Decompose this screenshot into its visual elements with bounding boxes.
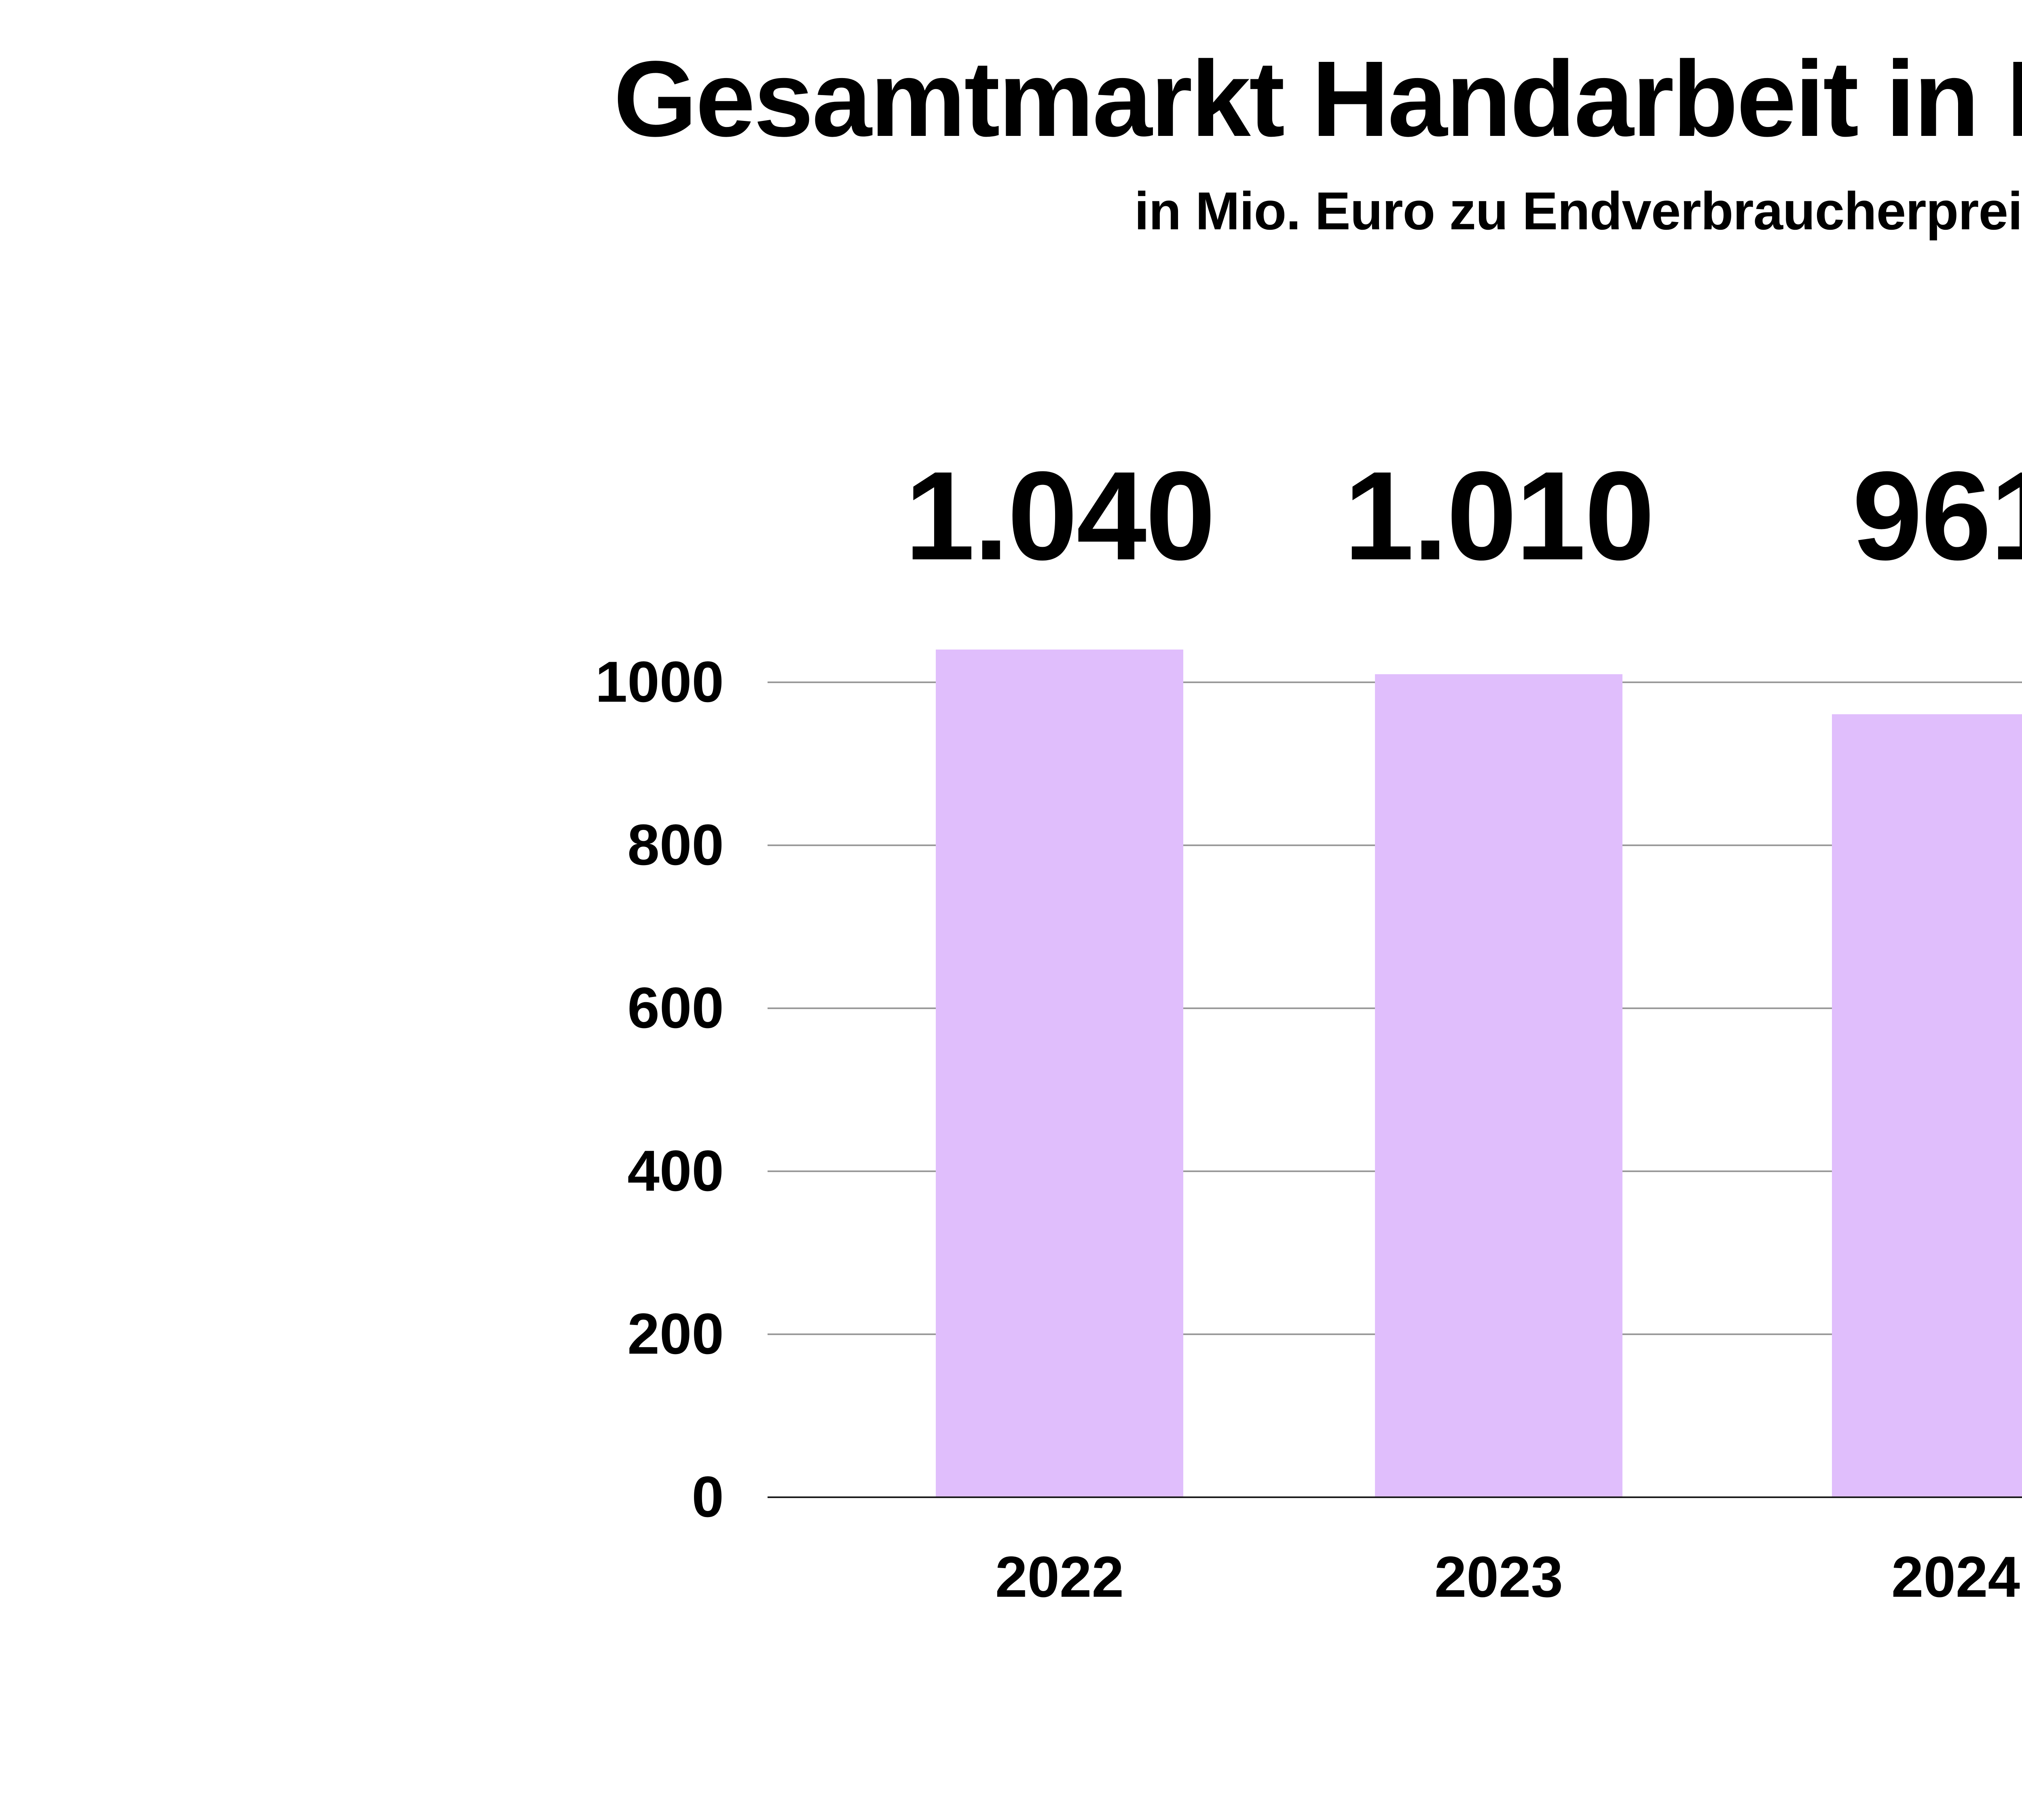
value-label-2024: 961 [1852,446,2022,586]
y-tick-label-600: 600 [627,976,724,1040]
bar-2023 [1375,674,1622,1497]
chart-title: Gesamtmarkt Handarbeit in Deutschland [613,39,2022,159]
y-tick-label-1000: 1000 [595,650,724,714]
bar-2024 [1832,714,2022,1497]
chart-subtitle: in Mio. Euro zu Endverbraucherpreisen [1134,181,2022,241]
bar-2022 [936,650,1183,1497]
x-axis-baseline [768,1496,2022,1498]
y-tick-label-800: 800 [627,813,724,877]
value-label-2023: 1.010 [1344,446,1655,586]
x-tick-label-2023: 2023 [1434,1545,1563,1609]
y-tick-label-200: 200 [627,1302,724,1366]
x-tick-label-2022: 2022 [995,1545,1124,1609]
x-tick-label-2024: 2024 [1891,1545,2020,1609]
value-label-2022: 1.040 [905,446,1216,586]
y-tick-label-400: 400 [627,1139,724,1203]
y-tick-label-0: 0 [692,1465,724,1529]
